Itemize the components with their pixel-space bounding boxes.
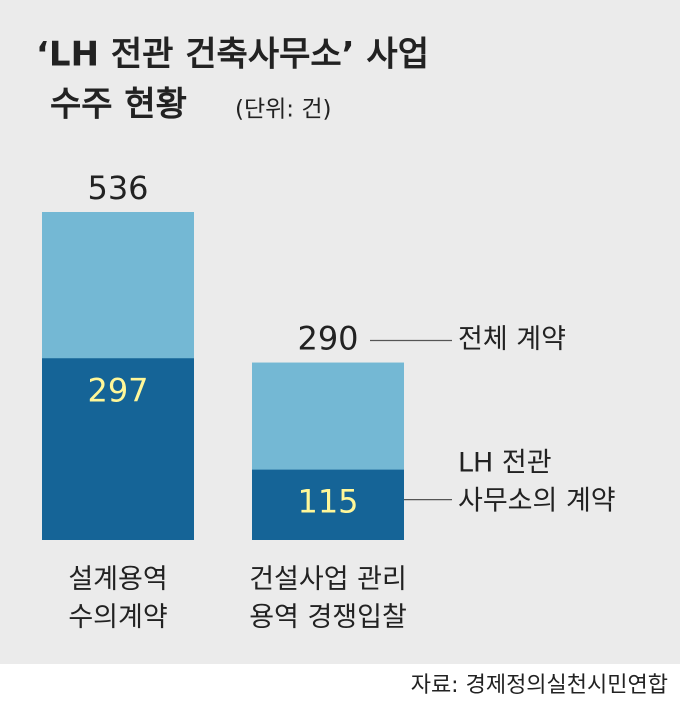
- value-label: 536: [87, 169, 148, 207]
- legend-label: LH 전관 사무소의 계약: [458, 447, 616, 516]
- value-label: 290: [297, 320, 358, 358]
- category-label: 건설사업 관리 용역 경쟁입찰: [249, 564, 407, 633]
- bar: [252, 469, 404, 540]
- value-label: 297: [87, 371, 148, 409]
- chart-title: ‘LH 전관 건축사무소’ 사업: [36, 35, 429, 75]
- bar: [42, 358, 194, 540]
- value-label: 115: [297, 483, 358, 521]
- source: 자료: 경제정의실천시민연합: [411, 673, 668, 698]
- category-label: 설계용역 수의계약: [68, 564, 167, 633]
- chart-subtitle: 수주 현황: [50, 85, 187, 125]
- unit-label: (단위: 건): [235, 97, 332, 123]
- legend-label: 전체 계약: [458, 324, 566, 355]
